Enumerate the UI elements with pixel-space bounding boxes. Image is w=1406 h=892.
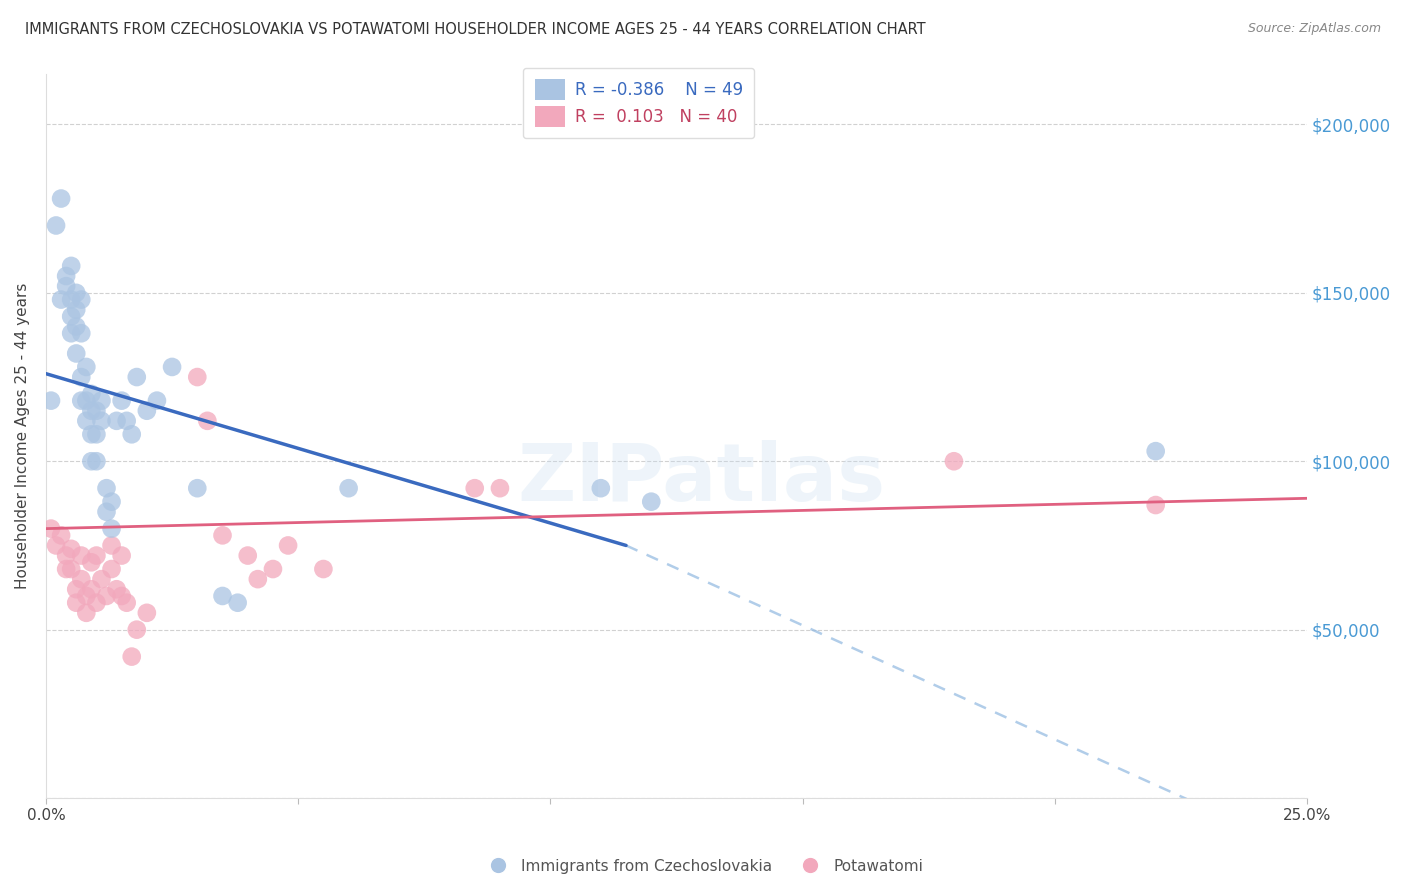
Point [111, 393, 134, 408]
Point [65, 346, 87, 360]
Point [80, 454, 103, 468]
Point [337, 481, 360, 495]
Point [75, 589, 97, 603]
Text: IMMIGRANTS FROM CZECHOSLOVAKIA VS POTAWATOMI HOUSEHOLDER INCOME AGES 25 - 44 YEA: IMMIGRANTS FROM CZECHOSLOVAKIA VS POTAWA… [25, 22, 927, 37]
Point [39, 522, 62, 536]
Point [80, 555, 103, 569]
Point [186, 370, 208, 384]
Point [70, 326, 93, 341]
Point [96, 481, 118, 495]
Point [49, 192, 72, 206]
Point [75, 414, 97, 428]
Point [111, 549, 134, 563]
Point [160, 359, 183, 374]
Point [186, 481, 208, 495]
Point [489, 481, 512, 495]
Point [589, 481, 612, 495]
Point [80, 387, 103, 401]
Point [135, 403, 157, 417]
Point [60, 293, 83, 307]
Point [65, 319, 87, 334]
Point [115, 414, 138, 428]
Point [80, 427, 103, 442]
Point [125, 623, 148, 637]
Point [39, 393, 62, 408]
Point [226, 596, 249, 610]
Point [111, 589, 134, 603]
Point [262, 562, 284, 576]
Point [90, 572, 112, 586]
Point [90, 393, 112, 408]
Point [86, 427, 108, 442]
Point [65, 302, 87, 317]
Point [80, 403, 103, 417]
Point [45, 219, 67, 233]
Point [277, 538, 299, 552]
Point [146, 393, 169, 408]
Point [640, 494, 662, 508]
Point [70, 549, 93, 563]
Point [96, 589, 118, 603]
Y-axis label: Householder Income Ages 25 - 44 years: Householder Income Ages 25 - 44 years [15, 283, 30, 590]
Point [105, 582, 128, 597]
Point [65, 582, 87, 597]
Point [1144, 498, 1167, 512]
Point [464, 481, 486, 495]
Point [70, 572, 93, 586]
Point [125, 370, 148, 384]
Point [60, 326, 83, 341]
Point [75, 393, 97, 408]
Point [45, 538, 67, 552]
Point [75, 606, 97, 620]
Point [96, 505, 118, 519]
Point [90, 414, 112, 428]
Point [105, 414, 128, 428]
Point [100, 562, 122, 576]
Point [49, 528, 72, 542]
Point [55, 279, 77, 293]
Point [121, 427, 143, 442]
Point [55, 562, 77, 576]
Point [86, 403, 108, 417]
Point [60, 562, 83, 576]
Text: Source: ZipAtlas.com: Source: ZipAtlas.com [1247, 22, 1381, 36]
Legend: R = -0.386    N = 49, R =  0.103   N = 40: R = -0.386 N = 49, R = 0.103 N = 40 [523, 68, 755, 138]
Point [86, 549, 108, 563]
Point [211, 589, 233, 603]
Text: ZIPatlas: ZIPatlas [517, 441, 886, 518]
Point [100, 522, 122, 536]
Legend: Immigrants from Czechoslovakia, Potawatomi: Immigrants from Czechoslovakia, Potawato… [477, 853, 929, 880]
Point [60, 541, 83, 556]
Point [49, 293, 72, 307]
Point [211, 528, 233, 542]
Point [1144, 444, 1167, 458]
Point [135, 606, 157, 620]
Point [55, 549, 77, 563]
Point [942, 454, 965, 468]
Point [65, 285, 87, 300]
Point [100, 494, 122, 508]
Point [60, 310, 83, 324]
Point [55, 268, 77, 283]
Point [197, 414, 219, 428]
Point [70, 370, 93, 384]
Point [121, 649, 143, 664]
Point [236, 549, 259, 563]
Point [80, 582, 103, 597]
Point [115, 596, 138, 610]
Point [75, 359, 97, 374]
Point [312, 562, 335, 576]
Point [246, 572, 269, 586]
Point [70, 293, 93, 307]
Point [70, 393, 93, 408]
Point [65, 596, 87, 610]
Point [86, 596, 108, 610]
Point [60, 259, 83, 273]
Point [100, 538, 122, 552]
Point [86, 454, 108, 468]
